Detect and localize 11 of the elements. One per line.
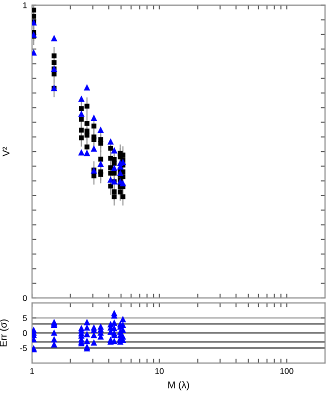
y-tick-label: 0: [22, 330, 27, 336]
x-axis-title: M (λ): [168, 381, 190, 390]
x-tick-label: 10: [155, 368, 164, 374]
y-tick-label: 1: [23, 2, 27, 8]
y-tick-label: 5: [22, 315, 27, 322]
x-tick-label: 1: [30, 368, 34, 374]
y-axis-title: V²: [2, 146, 10, 156]
y-tick-label: -5: [20, 345, 27, 352]
y-tick-label: 0: [22, 295, 27, 302]
x-tick-label: 100: [280, 368, 294, 374]
y-axis-title: Err (σ): [0, 320, 9, 346]
